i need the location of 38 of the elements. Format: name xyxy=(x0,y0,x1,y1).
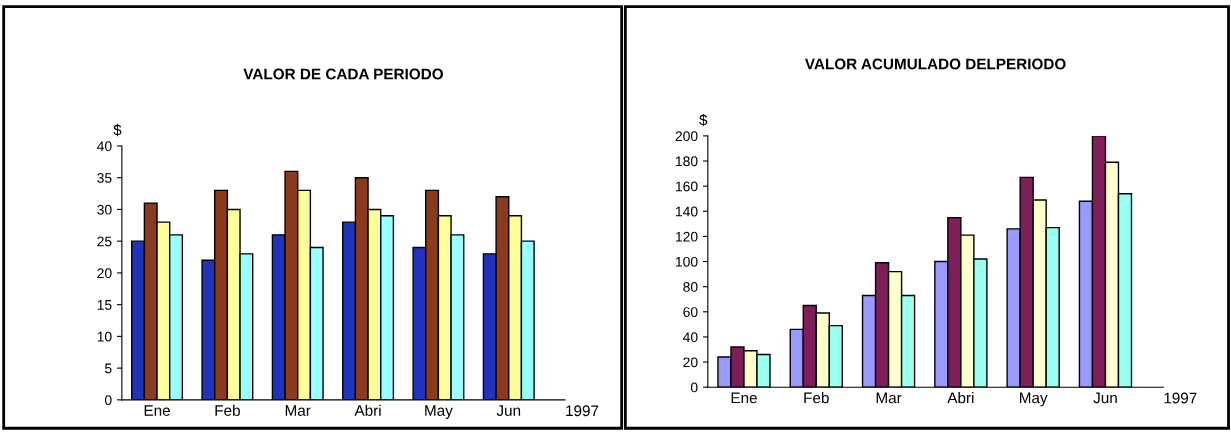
x-tick-label: Ene xyxy=(731,392,757,404)
chart-title: VALOR DE CADA PERIODO xyxy=(243,68,443,80)
y-tick-label: 10 xyxy=(97,331,112,342)
y-tick-label: 20 xyxy=(683,357,698,368)
x-tick-label: May xyxy=(425,405,453,419)
y-tick-label: 25 xyxy=(97,236,112,247)
x-tick-label: Abri xyxy=(947,392,974,404)
x-tick-label: Mar xyxy=(285,405,311,416)
y-tick-label: 120 xyxy=(675,231,698,242)
text: 1997 xyxy=(1164,392,1197,404)
x-tick-label: Jun xyxy=(496,405,521,416)
x-tick-label: Ene xyxy=(144,405,170,416)
chart-title: VALOR ACUMULADO DELPERIODO xyxy=(804,58,1066,70)
y-tick-label: 30 xyxy=(97,204,112,215)
y-tick-label: 40 xyxy=(682,332,698,343)
y-tick-label: 160 xyxy=(675,181,698,192)
y-tick-label: 180 xyxy=(675,156,698,167)
y-tick-label: 80 xyxy=(683,282,698,292)
y-tick-label: 40 xyxy=(97,141,112,152)
y-tick-label: 100 xyxy=(675,256,698,267)
text: 1997 xyxy=(566,405,599,417)
y-tick-label: 0 xyxy=(104,395,112,406)
y-tick-label: 5 xyxy=(104,363,112,374)
x-tick-label: May xyxy=(1019,392,1048,407)
x-tick-label: Mar xyxy=(876,392,902,404)
y-tick-label: 140 xyxy=(675,206,698,217)
y-axis-title: $ xyxy=(113,123,122,137)
y-tick-label: 200 xyxy=(675,131,698,142)
y-tick-label: 35 xyxy=(97,173,112,183)
y-tick-label: 0 xyxy=(690,382,698,393)
y-tick-label: 15 xyxy=(97,300,112,310)
y-tick-label: 60 xyxy=(683,307,698,317)
x-tick-label: Abri xyxy=(354,404,381,416)
x-tick-label: Feb xyxy=(215,404,240,416)
y-tick-label: 20 xyxy=(97,268,112,279)
x-tick-label: Jun xyxy=(1093,392,1117,404)
y-axis-title: $ xyxy=(699,113,708,127)
x-tick-label: Feb xyxy=(804,392,829,404)
